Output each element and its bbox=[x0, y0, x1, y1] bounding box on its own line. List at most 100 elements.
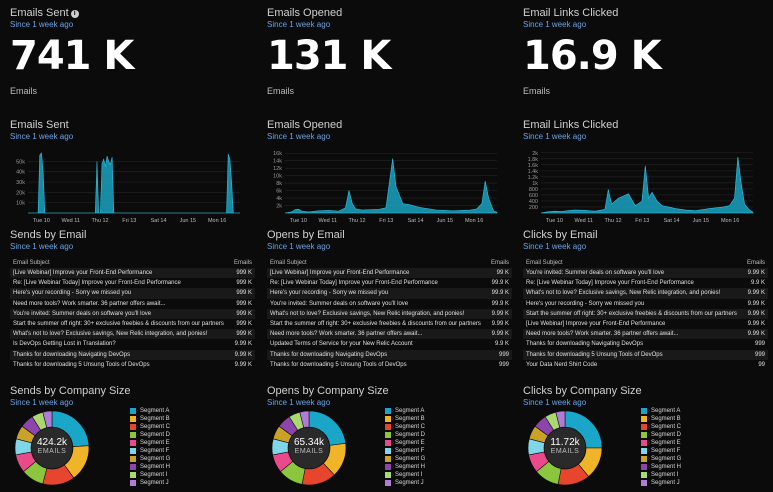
legend-item[interactable]: Segment H bbox=[385, 463, 425, 471]
table-row[interactable]: Here's your recording - Sorry we missed … bbox=[267, 288, 512, 299]
legend-item[interactable]: Segment G bbox=[641, 455, 681, 463]
table-row[interactable]: Thanks for downloading Navigating DevOps… bbox=[267, 349, 512, 360]
table-row[interactable]: Thanks for downloading 5 Unsung Tools of… bbox=[267, 360, 512, 370]
column-header-subject[interactable]: Email Subject bbox=[13, 260, 50, 266]
table-row[interactable]: Start the summer off right: 30+ exclusiv… bbox=[523, 308, 768, 319]
legend-item[interactable]: Segment D bbox=[385, 431, 425, 439]
email-subject: Thanks for downloading Navigating DevOps bbox=[10, 349, 227, 360]
legend-item[interactable]: Segment E bbox=[385, 439, 425, 447]
legend-item[interactable]: Segment D bbox=[641, 431, 681, 439]
legend-item[interactable]: Segment B bbox=[385, 415, 425, 423]
table-row[interactable]: Thanks for downloading 5 Unsung Tools of… bbox=[523, 349, 768, 360]
series-area[interactable] bbox=[28, 152, 240, 214]
table-row[interactable]: You're invited: Summer deals on software… bbox=[267, 299, 512, 309]
legend-item[interactable]: Segment F bbox=[641, 447, 681, 455]
y-tick-label: 12k bbox=[273, 166, 282, 172]
x-tick-label: Thu 12 bbox=[348, 218, 365, 224]
donut-slice[interactable] bbox=[555, 410, 566, 429]
table-row[interactable]: [Live Webinar] Improve your Front-End Pe… bbox=[10, 268, 255, 279]
table-row[interactable]: Need more tools? Work smarter. 36 partne… bbox=[10, 299, 255, 309]
legend-item[interactable]: Segment A bbox=[385, 407, 425, 415]
table-row[interactable]: Thanks for downloading Navigating DevOps… bbox=[523, 339, 768, 349]
table-row[interactable]: Thanks for downloading 5 Unsung Tools of… bbox=[10, 360, 255, 370]
legend-label: Segment E bbox=[140, 440, 170, 446]
x-tick-label: Wed 11 bbox=[62, 218, 80, 224]
legend-item[interactable]: Segment I bbox=[385, 471, 425, 479]
donut-chart-sends[interactable] bbox=[14, 410, 90, 486]
table-row[interactable]: Here's your recording - Sorry we missed … bbox=[10, 288, 255, 299]
table-row[interactable]: Is DevOps Getting Lost in Translation? 9.… bbox=[10, 339, 255, 349]
legend-item[interactable]: Segment D bbox=[130, 431, 170, 439]
legend-swatch bbox=[385, 424, 391, 430]
column-header-emails[interactable]: Emails bbox=[233, 260, 252, 266]
legend-item[interactable]: Segment E bbox=[641, 439, 681, 447]
donut-slice[interactable] bbox=[299, 410, 310, 429]
table-row[interactable]: Here's your recording - Sorry we missed … bbox=[523, 299, 768, 309]
panel-title: Opens by Email bbox=[267, 229, 345, 241]
legend-item[interactable]: Segment H bbox=[641, 463, 681, 471]
legend-item[interactable]: Segment G bbox=[385, 455, 425, 463]
table-row[interactable]: What's not to love? Exclusive savings, N… bbox=[10, 329, 255, 340]
table-row[interactable]: Updated Terms of Service for your New Re… bbox=[267, 339, 512, 349]
table-row[interactable]: Need more tools? Work smarter. 36 partne… bbox=[523, 329, 768, 340]
legend-item[interactable]: Segment A bbox=[130, 407, 170, 415]
legend-item[interactable]: Segment C bbox=[641, 423, 681, 431]
table-row[interactable]: [Live Webinar] Improve your Front-End Pe… bbox=[267, 268, 512, 279]
table-row[interactable]: Your Data Nerd Shirt Code 99 bbox=[523, 360, 768, 370]
table-row[interactable]: Re: [Live Webinar Today] Improve your Fr… bbox=[10, 278, 255, 288]
legend-label: Segment H bbox=[395, 464, 426, 470]
series-area[interactable] bbox=[540, 156, 754, 214]
legend-item[interactable]: Segment C bbox=[385, 423, 425, 431]
legend-item[interactable]: Segment H bbox=[130, 463, 170, 471]
legend-label: Segment F bbox=[651, 448, 681, 454]
info-icon[interactable]: i bbox=[70, 10, 79, 18]
legend-label: Segment C bbox=[140, 424, 171, 430]
table-row[interactable]: You're invited: Summer deals on software… bbox=[10, 308, 255, 319]
legend-item[interactable]: Segment G bbox=[130, 455, 170, 463]
table-row[interactable]: Re: [Live Webinar Today] Improve your Fr… bbox=[523, 278, 768, 288]
legend-item[interactable]: Segment J bbox=[641, 479, 681, 487]
x-tick-label: Tue 10 bbox=[290, 218, 307, 224]
panel-title: Opens by Company Size bbox=[267, 385, 389, 397]
legend-item[interactable]: Segment A bbox=[641, 407, 681, 415]
column-header-subject[interactable]: Email Subject bbox=[526, 260, 563, 266]
donut-chart-clicks[interactable] bbox=[527, 410, 603, 486]
area-chart-sent[interactable]: 10k 20k 30k 40k 50k Tue 10 Wed 11 Thu 12 Fri 13 S… bbox=[10, 145, 245, 225]
legend-item[interactable]: Segment B bbox=[641, 415, 681, 423]
legend-item[interactable]: Segment J bbox=[130, 479, 170, 487]
legend-item[interactable]: Segment I bbox=[641, 471, 681, 479]
table-row[interactable]: Thanks for downloading Navigating DevOps… bbox=[10, 349, 255, 360]
table-row[interactable]: What's not to love? Exclusive savings, N… bbox=[523, 288, 768, 299]
email-count: 9.99 K bbox=[747, 321, 765, 328]
series-area[interactable] bbox=[284, 158, 498, 214]
donut-center-value: 65.34k bbox=[293, 437, 325, 448]
column-header-subject[interactable]: Email Subject bbox=[270, 260, 307, 266]
legend-item[interactable]: Segment F bbox=[130, 447, 170, 455]
panel-title: Sends by Email bbox=[10, 229, 87, 241]
donut-slice[interactable] bbox=[42, 410, 53, 429]
y-tick-label: 1.8k bbox=[528, 157, 539, 163]
legend-item[interactable]: Segment I bbox=[130, 471, 170, 479]
legend-swatch bbox=[385, 440, 391, 446]
legend-item[interactable]: Segment E bbox=[130, 439, 170, 447]
table-row[interactable]: [Live Webinar] Improve your Front-End Pe… bbox=[523, 319, 768, 329]
email-count: 999 K bbox=[227, 329, 255, 340]
donut-center-label: EMAILS bbox=[37, 448, 67, 455]
legend-item[interactable]: Segment B bbox=[130, 415, 170, 423]
panel-subtitle: Since 1 week ago bbox=[523, 242, 587, 251]
column-header-emails[interactable]: Emails bbox=[490, 260, 509, 266]
table-row[interactable]: Re: [Live Webinar Today] Improve your Fr… bbox=[267, 278, 512, 288]
column-header-emails[interactable]: Emails bbox=[746, 260, 765, 266]
legend-item[interactable]: Segment J bbox=[385, 479, 425, 487]
legend-item[interactable]: Segment C bbox=[130, 423, 170, 431]
table-row[interactable]: Start the summer off right: 30+ exclusiv… bbox=[10, 319, 255, 329]
table-row[interactable]: Need more tools? Work smarter. 36 partne… bbox=[267, 329, 512, 340]
legend-item[interactable]: Segment F bbox=[385, 447, 425, 455]
table-row[interactable]: Start the summer off right: 30+ exclusiv… bbox=[267, 319, 512, 329]
table-row[interactable]: What's not to love? Exclusive savings, N… bbox=[267, 308, 512, 319]
donut-chart-opens[interactable] bbox=[271, 410, 347, 486]
legend-label: Segment H bbox=[651, 464, 682, 470]
table-row[interactable]: You're invited: Summer deals on software… bbox=[523, 268, 768, 279]
